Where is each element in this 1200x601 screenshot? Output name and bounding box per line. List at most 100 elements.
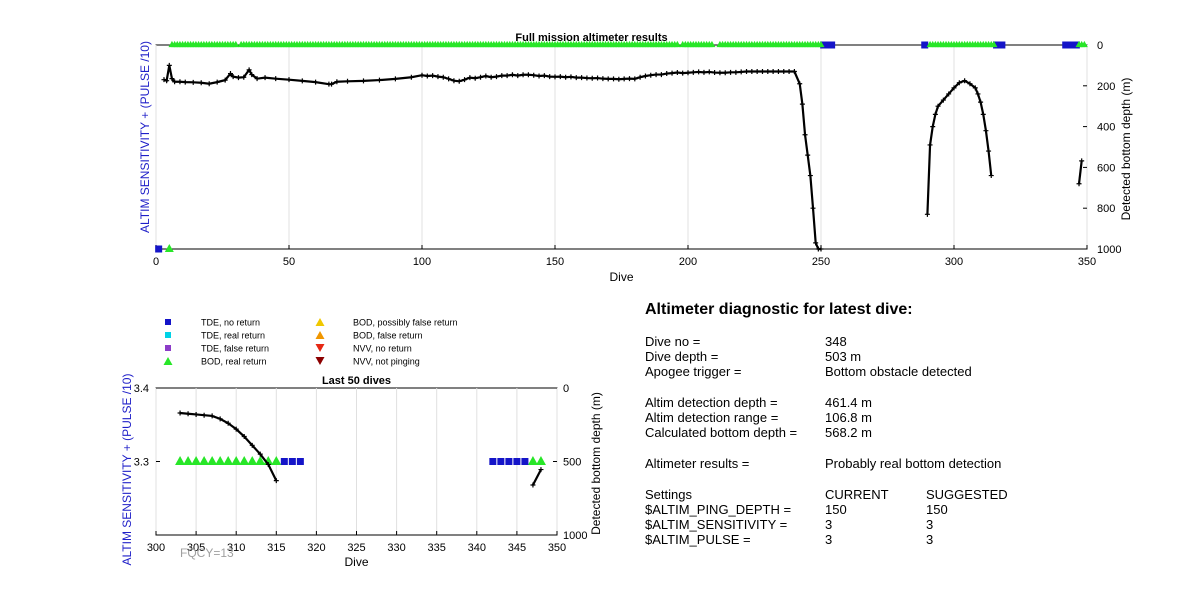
depth-point (786, 69, 792, 75)
depth-point (927, 142, 933, 148)
setting-label-pulse: $ALTIM_PULSE = (645, 532, 751, 547)
depth-point (706, 69, 712, 75)
depth-point (791, 69, 797, 75)
depth-point (930, 124, 936, 130)
depth-point (584, 75, 590, 81)
setting-current-sensitivity: 3 (825, 517, 833, 532)
depth-point (225, 420, 231, 426)
settings-header-suggested: SUGGESTED (926, 487, 1008, 502)
bod-real-return-marker (1080, 40, 1088, 48)
depth-point (770, 69, 776, 75)
depth-point (198, 80, 204, 86)
y-tick-label: 800 (1097, 203, 1115, 215)
depth-point (273, 76, 279, 82)
x-tick-label: 200 (679, 256, 697, 268)
depth-point (754, 69, 760, 75)
depth-point (626, 76, 632, 82)
legend-label: BOD, real return (201, 357, 267, 367)
depth-point (182, 79, 188, 85)
depth-point (728, 69, 734, 75)
depth-point (642, 73, 648, 79)
depth-point (161, 77, 167, 83)
diag-label-altimeter-results: Altimeter results = (645, 456, 750, 471)
full-mission-chart: 0 50 100 150 200 250 300 350 02004006008001000 … (138, 32, 1133, 284)
depth-point (600, 76, 606, 82)
y-tick-label: 500 (563, 457, 581, 469)
depth-point (552, 74, 558, 80)
depth-point (637, 74, 643, 80)
x-tick-label: 300 (945, 256, 963, 268)
setting-current-ping-depth: 150 (825, 502, 847, 517)
x-tick-label: 0 (153, 256, 159, 268)
depth-point (722, 70, 728, 76)
bod-real-return-marker (223, 456, 234, 465)
depth-point (653, 72, 659, 78)
bod-real-return-marker (191, 456, 202, 465)
x-tick-label: 310 (227, 542, 245, 554)
depth-point (446, 76, 452, 82)
y-tick-label: 600 (1097, 162, 1115, 174)
diag-label-dive-depth: Dive depth = (645, 349, 719, 364)
depth-point (408, 74, 414, 80)
depth-point (185, 411, 191, 417)
depth-point (967, 81, 973, 87)
depth-point (690, 69, 696, 75)
depth-point (717, 70, 723, 76)
depth-point (962, 78, 968, 84)
legend-square-icon (165, 319, 171, 325)
diag-value-altimeter-results: Probably real bottom detection (825, 456, 1002, 471)
diag-value-dive-no: 348 (825, 334, 847, 349)
depth-point (605, 76, 611, 82)
bod-real-return-marker (175, 456, 186, 465)
depth-point (169, 76, 175, 82)
settings-header-current: CURRENT (825, 487, 889, 502)
depth-point (478, 74, 484, 80)
depth-point (940, 97, 946, 103)
depth-line (531, 469, 542, 486)
depth-point (1079, 158, 1085, 164)
legend-label: BOD, false return (353, 331, 423, 341)
diag-value-altim-detection-depth: 461.4 m (825, 395, 872, 410)
top-x-axis-label: Dive (609, 270, 633, 284)
tde-no-return-marker (521, 458, 529, 465)
depth-point (235, 75, 241, 81)
depth-point (674, 70, 680, 76)
legend-triangle-up-icon (163, 356, 173, 366)
bottom-y-axis-label-right: Detected bottom depth (m) (589, 392, 603, 535)
depth-point (206, 81, 212, 87)
x-tick-label: 340 (468, 542, 486, 554)
depth-point (733, 69, 739, 75)
depth-point (419, 72, 425, 78)
depth-point (589, 75, 595, 81)
legend-label: NVV, no return (353, 344, 412, 354)
bod-real-return-marker (708, 40, 716, 48)
tde-no-return-marker (489, 458, 497, 465)
depth-point (241, 434, 247, 440)
bod-real-return-marker (231, 456, 242, 465)
x-tick-label: 305 (187, 542, 205, 554)
depth-point (488, 74, 494, 80)
bottom-x-ticks: 300 305 310 315 320 325 330 335 340 345 350 (147, 531, 566, 554)
tde-no-return-marker (505, 458, 513, 465)
bod-real-return-marker (164, 243, 174, 253)
bod-real-return-marker (199, 456, 210, 465)
depth-point (299, 78, 305, 84)
depth-point (775, 69, 781, 75)
bottom-chart-title: Last 50 dives (322, 375, 391, 387)
depth-point (345, 78, 351, 84)
y-tick-label: 1000 (563, 530, 587, 542)
legend-label: NVV, not pinging (353, 357, 420, 367)
diag-label-apogee-trigger: Apogee trigger = (645, 364, 742, 379)
depth-point (988, 173, 994, 179)
depth-point (262, 75, 268, 81)
bod-real-return-marker (817, 40, 825, 48)
depth-point (616, 76, 622, 82)
depth-line (1077, 160, 1083, 184)
diag-label-altim-detection-range: Altim detection range = (645, 410, 779, 425)
depth-point (246, 67, 252, 73)
depth-point (499, 73, 505, 79)
depth-point (201, 412, 207, 418)
depth-point (568, 74, 574, 80)
bottom-x-axis-label: Dive (344, 555, 368, 569)
